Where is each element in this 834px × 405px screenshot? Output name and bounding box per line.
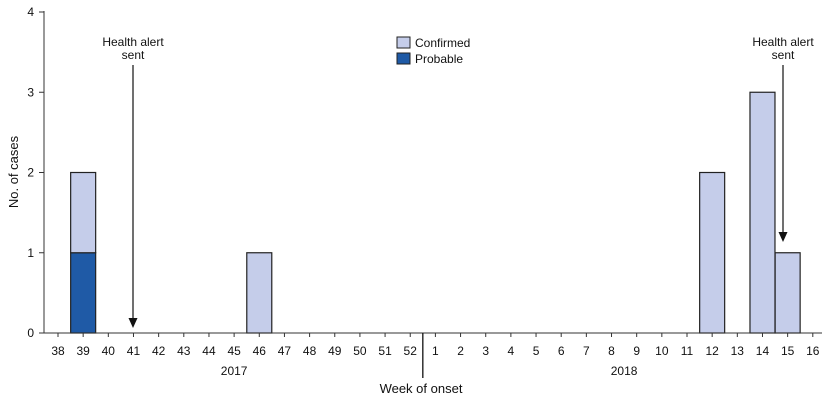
legend-label-confirmed: Confirmed — [415, 36, 470, 50]
x-axis: 38 39 40 41 42 43 44 45 46 47 48 49 50 51 52 1 2 3 4 5 6 7 8 9 1… — [44, 332, 822, 396]
x-tick-label: 13 — [731, 344, 745, 358]
x-tick-label: 8 — [608, 344, 615, 358]
x-tick-label: 15 — [781, 344, 795, 358]
x-tick-label: 41 — [127, 344, 141, 358]
annotation-2-line-2: sent — [772, 48, 795, 62]
bar-confirmed — [246, 252, 273, 334]
bar-confirmed — [70, 171, 97, 254]
y-tick-group: 0 1 2 3 4 — [27, 5, 44, 340]
x-tick-label: 40 — [102, 344, 116, 358]
annotation-health-alert-1: Health alert sent — [102, 35, 164, 328]
legend-swatch-probable — [396, 52, 411, 65]
y-tick-label: 3 — [27, 85, 34, 99]
x-tick-label: 10 — [655, 344, 669, 358]
bar-confirmed — [774, 252, 801, 334]
year-label-2017: 2017 — [221, 364, 248, 378]
legend-label-probable: Probable — [415, 52, 463, 66]
x-tick-label: 5 — [533, 344, 540, 358]
annotation-1-line-1: Health alert — [102, 35, 164, 49]
bar-probable — [70, 252, 97, 334]
x-tick-label: 47 — [278, 344, 292, 358]
annotation-2-arrow-head — [778, 232, 788, 242]
x-tick-label: 1 — [432, 344, 439, 358]
x-axis-label: Week of onset — [380, 381, 463, 396]
x-tick-group: 38 39 40 41 42 43 44 45 46 47 48 49 50 51 52 1 2 3 4 5 6 7 8 9 1… — [51, 333, 820, 358]
y-tick-label: 1 — [27, 246, 34, 260]
x-tick-label: 52 — [404, 344, 418, 358]
x-tick-label: 39 — [76, 344, 90, 358]
x-tick-label: 38 — [51, 344, 65, 358]
x-tick-label: 50 — [353, 344, 367, 358]
x-tick-label: 2 — [457, 344, 464, 358]
x-tick-label: 14 — [756, 344, 770, 358]
y-tick-label: 4 — [27, 5, 34, 19]
x-tick-label: 46 — [253, 344, 267, 358]
bar-confirmed — [749, 91, 776, 334]
legend: Confirmed Probable — [396, 36, 470, 66]
x-tick-label: 45 — [227, 344, 241, 358]
legend-swatch-confirmed — [396, 36, 411, 49]
x-tick-label: 7 — [583, 344, 590, 358]
year-label-2018: 2018 — [611, 364, 638, 378]
bar-confirmed — [699, 171, 726, 334]
x-tick-label: 12 — [705, 344, 719, 358]
x-tick-label: 3 — [482, 344, 489, 358]
y-axis: 0 1 2 3 4 No. of cases — [6, 5, 45, 340]
x-tick-label: 4 — [508, 344, 515, 358]
y-tick-label: 2 — [27, 166, 34, 180]
annotation-1-line-2: sent — [122, 48, 145, 62]
x-tick-label: 9 — [633, 344, 640, 358]
annotation-1-arrow-head — [128, 318, 138, 328]
x-tick-label: 42 — [152, 344, 166, 358]
x-tick-label: 16 — [806, 344, 820, 358]
y-axis-label: No. of cases — [6, 135, 21, 208]
x-tick-label: 48 — [303, 344, 317, 358]
x-tick-label: 44 — [202, 344, 216, 358]
annotation-2-line-1: Health alert — [752, 35, 814, 49]
annotation-health-alert-2: Health alert sent — [752, 35, 814, 242]
x-tick-label: 11 — [681, 344, 694, 358]
x-tick-label: 51 — [378, 344, 392, 358]
x-tick-label: 43 — [177, 344, 191, 358]
y-tick-label: 0 — [27, 326, 34, 340]
bar-group — [70, 91, 801, 334]
x-tick-label: 49 — [328, 344, 342, 358]
x-tick-label: 6 — [558, 344, 565, 358]
